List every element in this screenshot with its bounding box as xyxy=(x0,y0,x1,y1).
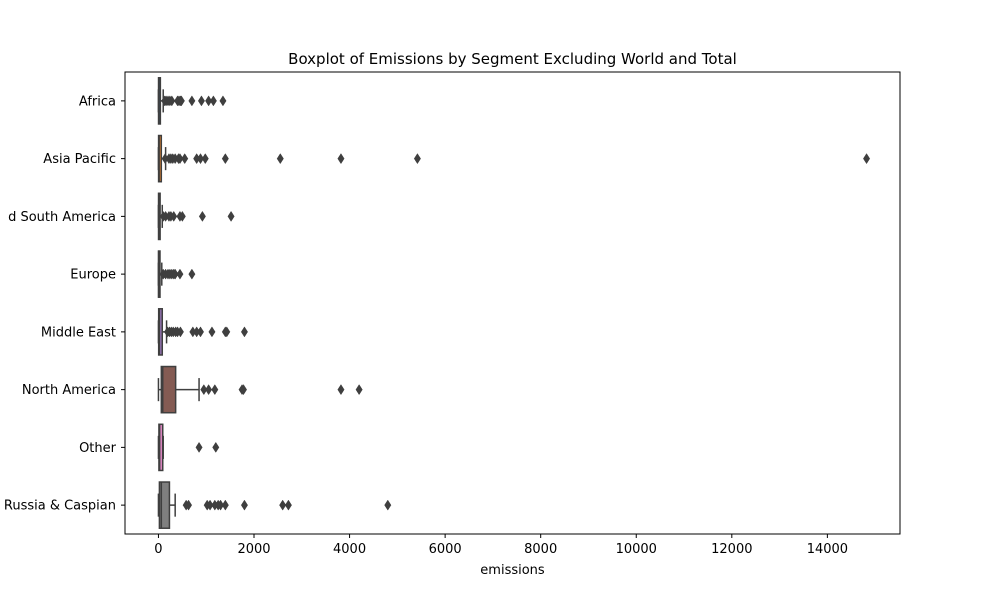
outlier-point xyxy=(211,384,219,396)
outlier-point xyxy=(197,95,205,107)
outlier-point xyxy=(171,268,179,280)
outlier-point xyxy=(276,153,284,165)
outlier-point xyxy=(188,268,196,280)
outlier-point xyxy=(221,499,229,511)
outlier-point xyxy=(176,153,184,165)
x-tick-label: 0 xyxy=(154,542,162,557)
outlier-point xyxy=(200,384,208,396)
outlier-point xyxy=(337,384,345,396)
outlier-point xyxy=(176,268,184,280)
outlier-point xyxy=(198,210,206,222)
y-tick-label: Russia & Caspian xyxy=(4,499,116,514)
y-tick-label: Other xyxy=(79,441,117,456)
outlier-point xyxy=(196,326,204,338)
outlier-point xyxy=(168,95,176,107)
box-iqr xyxy=(160,365,177,414)
outlier-point xyxy=(205,95,213,107)
x-tick-label: 4000 xyxy=(333,542,366,557)
outlier-point xyxy=(240,326,248,338)
outlier-point xyxy=(219,95,227,107)
outlier-point xyxy=(185,499,193,511)
outlier-point xyxy=(221,153,229,165)
y-tick-label: Middle East xyxy=(41,325,116,340)
outlier-point xyxy=(181,153,189,165)
y-tick-label: North America xyxy=(22,383,116,398)
outlier-point xyxy=(188,95,196,107)
y-tick-label: Africa xyxy=(79,94,116,109)
outlier-point xyxy=(196,153,204,165)
outlier-point xyxy=(223,326,231,338)
outlier-point xyxy=(284,499,292,511)
outlier-point xyxy=(384,499,392,511)
outlier-point xyxy=(177,95,185,107)
chart-title: Boxplot of Emissions by Segment Excludin… xyxy=(288,50,737,68)
outlier-point xyxy=(201,153,209,165)
outlier-point xyxy=(863,153,871,165)
outlier-point xyxy=(176,326,184,338)
outlier-point xyxy=(337,153,345,165)
x-tick-label: 10000 xyxy=(616,542,657,557)
outlier-point xyxy=(239,384,247,396)
outlier-point xyxy=(206,499,214,511)
outlier-point xyxy=(240,499,248,511)
outlier-point xyxy=(208,326,216,338)
x-tick-label: 12000 xyxy=(711,542,752,557)
y-tick-label: d South America xyxy=(8,210,116,225)
y-tick-label: Asia Pacific xyxy=(43,152,116,167)
plot-frame xyxy=(124,71,901,535)
outlier-point xyxy=(227,210,235,222)
outlier-point xyxy=(178,210,186,222)
outlier-point xyxy=(205,384,213,396)
outlier-point xyxy=(217,499,225,511)
x-axis-label: emissions xyxy=(480,563,545,578)
x-tick-label: 2000 xyxy=(237,542,270,557)
box-iqr xyxy=(158,481,171,529)
outlier-point xyxy=(355,384,363,396)
outlier-point xyxy=(212,441,220,453)
x-tick-label: 6000 xyxy=(429,542,462,557)
outlier-point xyxy=(170,210,178,222)
outlier-point xyxy=(209,95,217,107)
outlier-point xyxy=(413,153,421,165)
y-tick-label: Europe xyxy=(70,268,116,283)
outlier-point xyxy=(279,499,287,511)
x-tick-label: 14000 xyxy=(807,542,848,557)
x-tick-label: 8000 xyxy=(524,542,557,557)
outlier-point xyxy=(195,441,203,453)
